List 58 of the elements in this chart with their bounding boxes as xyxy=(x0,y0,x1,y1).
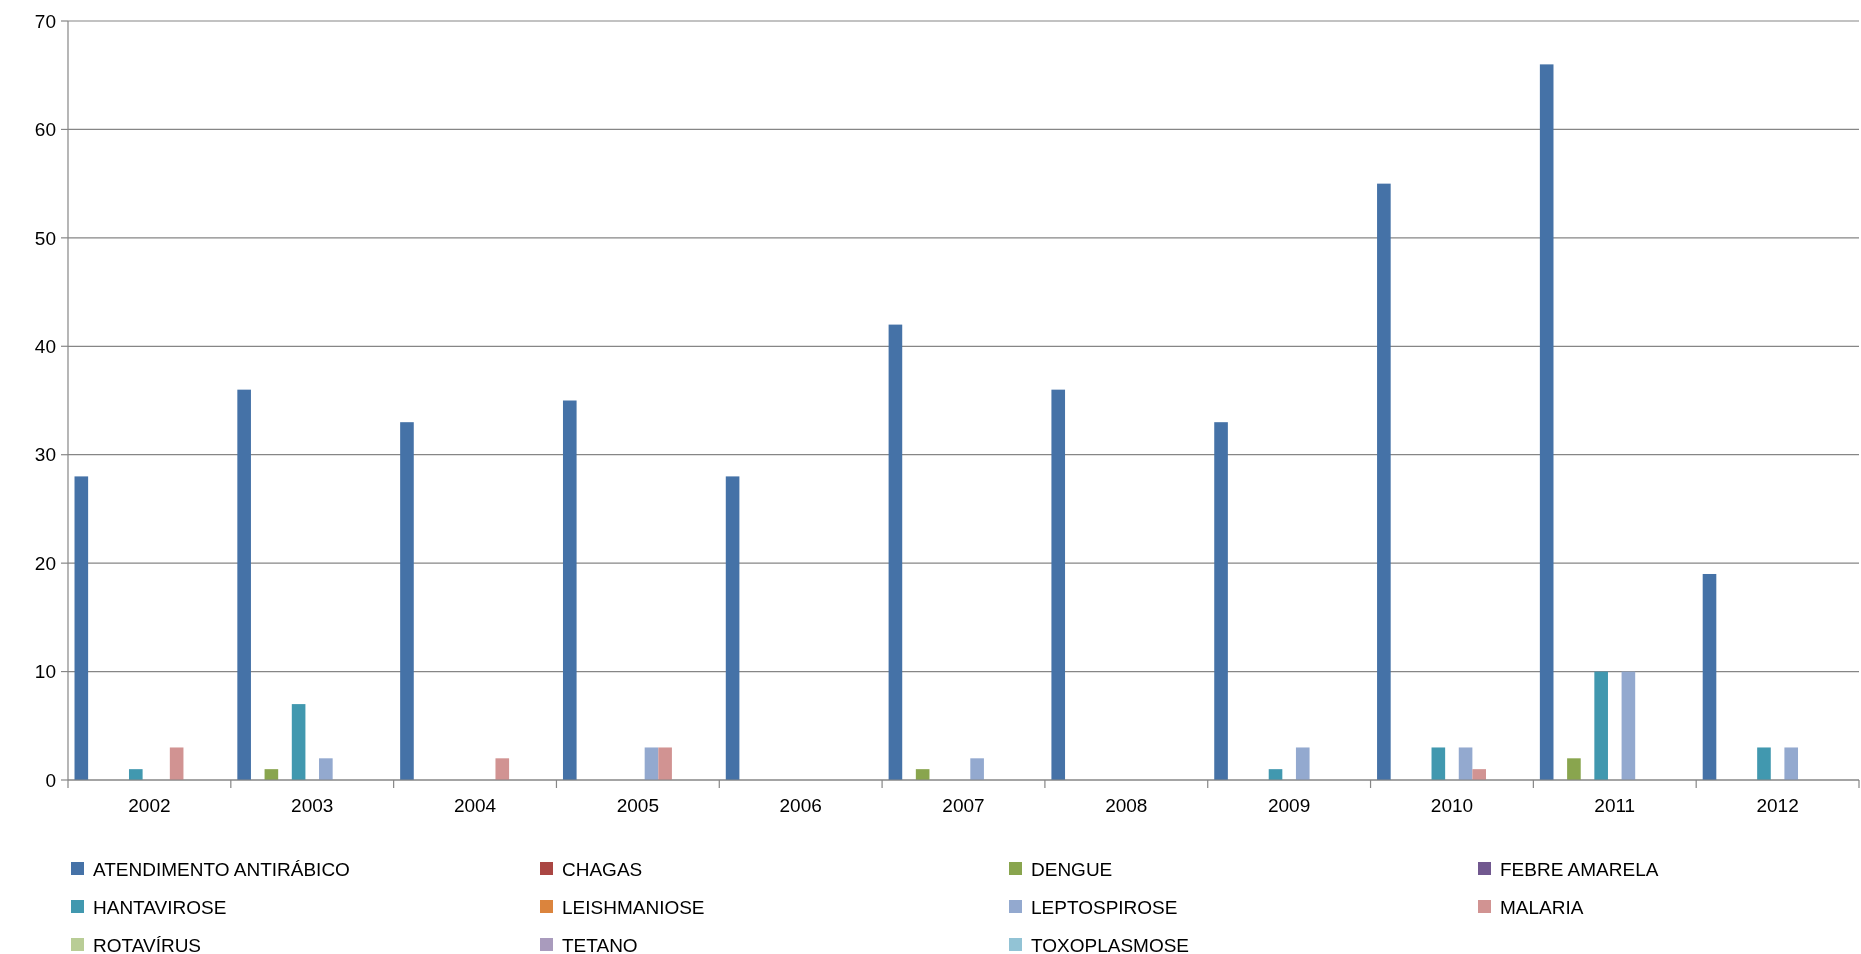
bar xyxy=(644,747,659,780)
bar xyxy=(291,704,306,780)
x-tick-label: 2003 xyxy=(291,795,334,816)
legend-label: ATENDIMENTO ANTIRÁBICO xyxy=(93,858,350,880)
x-tick-label: 2006 xyxy=(779,795,822,816)
bar xyxy=(74,476,89,780)
legend-label: TOXOPLASMOSE xyxy=(1031,934,1190,954)
bar xyxy=(1472,769,1486,780)
bar xyxy=(725,476,740,780)
y-tick-label: 60 xyxy=(34,119,56,141)
x-tick-label: 2011 xyxy=(1594,795,1636,816)
bar xyxy=(1594,671,1608,780)
bar xyxy=(1784,747,1799,780)
x-tick-label: 2010 xyxy=(1430,795,1474,816)
y-tick-label: 40 xyxy=(34,335,56,357)
bar xyxy=(888,324,903,780)
y-tick-label: 20 xyxy=(34,552,56,574)
y-tick-label: 50 xyxy=(34,227,56,249)
legend-label: ROTAVÍRUS xyxy=(93,934,202,954)
bar xyxy=(495,758,510,780)
legend-label: TETANO xyxy=(562,934,638,954)
x-tick-label: 2008 xyxy=(1105,795,1148,816)
legend-label: LEISHMANIOSE xyxy=(562,896,705,918)
bar xyxy=(1295,747,1310,780)
bar xyxy=(1214,422,1228,780)
x-tick-label: 2009 xyxy=(1268,795,1311,816)
legend-label: LEPTOSPIROSE xyxy=(1031,896,1178,918)
bar xyxy=(169,747,184,780)
x-tick-label: 2004 xyxy=(453,795,497,816)
bar xyxy=(970,758,984,780)
bar xyxy=(1702,573,1717,780)
bar xyxy=(1539,64,1554,780)
y-tick-label: 30 xyxy=(34,444,56,466)
x-tick-label: 2012 xyxy=(1756,795,1799,816)
x-tick-label: 2002 xyxy=(128,795,171,816)
bar xyxy=(319,758,333,780)
y-tick-label: 0 xyxy=(45,769,56,791)
bar xyxy=(1377,183,1391,780)
bar xyxy=(237,389,251,780)
legend-label: CHAGAS xyxy=(562,858,643,880)
x-tick-label: 2005 xyxy=(616,795,659,816)
x-tick-label: 2007 xyxy=(942,795,985,816)
bar xyxy=(1458,747,1473,780)
bar xyxy=(1051,389,1066,780)
legend-label: FEBRE AMARELA xyxy=(1500,858,1659,880)
y-tick-label: 70 xyxy=(34,10,56,32)
legend-label: HANTAVIROSE xyxy=(93,896,227,918)
bar xyxy=(1431,747,1446,780)
bar xyxy=(1621,671,1636,780)
bar xyxy=(562,400,577,780)
legend-label: MALARIA xyxy=(1500,896,1584,918)
bar xyxy=(1757,747,1771,780)
bar xyxy=(400,422,414,780)
y-tick-label: 10 xyxy=(34,661,56,683)
bar xyxy=(658,747,672,780)
legend-label: DENGUE xyxy=(1031,858,1113,880)
bar xyxy=(1567,758,1581,780)
bar xyxy=(128,769,143,780)
